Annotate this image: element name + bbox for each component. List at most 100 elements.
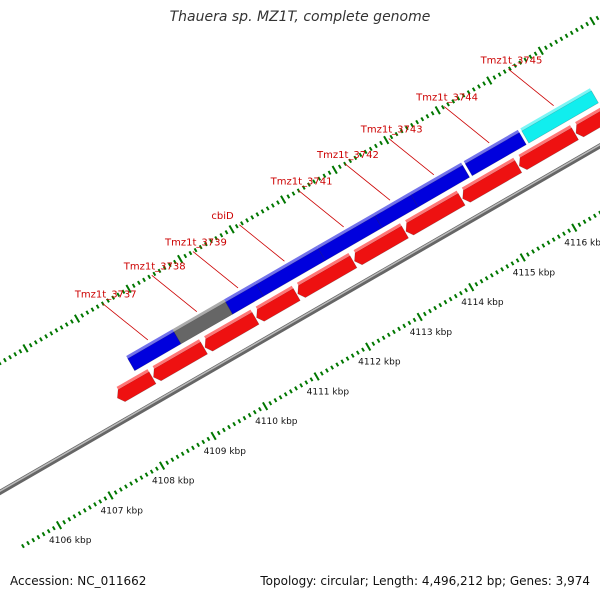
inner-tick-mark — [345, 356, 350, 361]
inner-tick-mark — [551, 237, 556, 242]
inner-tick-mark — [593, 213, 597, 219]
outer-tick-mark — [348, 158, 353, 164]
inner-tick-mark — [98, 499, 103, 504]
outer-tick-mark — [70, 319, 74, 324]
inner-tick-mark — [62, 520, 67, 525]
gene-leader-line — [388, 138, 435, 176]
outer-tick-mark — [255, 212, 260, 217]
outer-tick-mark — [430, 111, 435, 116]
outer-tick-mark — [477, 84, 481, 89]
inner-tick-mark — [484, 276, 489, 281]
outer-tick-mark — [379, 140, 383, 146]
outer-tick-mark — [64, 322, 69, 327]
outer-tick-mark — [425, 113, 430, 119]
outer-tick-mark — [549, 42, 553, 48]
inner-tick-mark — [82, 508, 87, 513]
inner-tick-mark — [144, 472, 149, 477]
inner-tick-mark — [587, 216, 592, 222]
gene-label: Tmz1t_3742 — [316, 150, 379, 161]
outer-tick-mark — [111, 295, 115, 300]
outer-tick-mark — [147, 274, 152, 280]
outer-tick-mark — [198, 244, 203, 250]
gene-leader-line — [298, 190, 344, 228]
outer-tick-mark — [250, 215, 255, 220]
inner-tick-mark — [416, 312, 423, 322]
outer-tick-mark — [85, 310, 90, 315]
inner-tick-mark — [313, 372, 320, 381]
outer-tick-mark — [59, 325, 64, 330]
inner-tick-mark — [21, 543, 25, 549]
reverse-gene — [462, 159, 523, 203]
inner-tick-mark — [546, 240, 551, 245]
forward-gene-top — [255, 245, 319, 285]
inner-tick-mark — [26, 540, 30, 546]
inner-tick-mark — [376, 338, 381, 344]
inner-tick-mark — [252, 409, 257, 415]
inner-tick-mark — [237, 418, 242, 424]
inner-tick-mark — [67, 517, 72, 522]
outer-tick-mark — [368, 146, 373, 152]
outer-tick-mark — [374, 143, 378, 149]
inner-tick-mark — [386, 332, 391, 338]
kbp-label: 4107 kbp — [101, 506, 144, 516]
inner-tick-mark — [36, 534, 41, 540]
inner-tick-mark — [278, 395, 283, 400]
inner-tick-mark — [185, 448, 190, 454]
inner-tick-mark — [361, 347, 365, 352]
outer-tick-mark — [260, 209, 265, 214]
outer-tick-mark — [33, 340, 38, 345]
inner-tick-mark — [149, 469, 154, 474]
reverse-gene — [405, 192, 466, 236]
inner-tick-mark — [433, 305, 438, 311]
outer-tick-mark — [301, 185, 306, 190]
outer-tick-mark — [152, 271, 157, 277]
kbp-label: 4114 kbp — [461, 298, 504, 308]
outer-tick-mark — [404, 125, 409, 131]
gene-leader-line — [151, 275, 198, 313]
inner-tick-mark — [201, 439, 206, 445]
genome-summary-text: Topology: circular; Length: 4,496,212 bp… — [260, 574, 590, 588]
inner-tick-mark — [196, 442, 200, 448]
inner-tick-mark — [365, 342, 372, 352]
outer-tick-mark — [441, 105, 445, 110]
outer-tick-mark — [358, 152, 363, 158]
forward-gene-top — [224, 281, 257, 302]
forward-gene-top — [409, 162, 463, 195]
inner-tick-mark — [93, 502, 97, 507]
reverse-gene-top — [152, 339, 201, 369]
outer-tick-mark — [492, 75, 497, 80]
outer-tick-mark — [466, 90, 471, 95]
kbp-label: 4111 kbp — [307, 387, 350, 397]
outer-tick-mark — [291, 191, 296, 196]
inner-tick-mark — [210, 431, 217, 441]
outer-tick-mark — [533, 51, 538, 56]
outer-tick-mark — [513, 63, 517, 68]
inner-tick-mark — [577, 222, 582, 227]
outer-tick-mark — [90, 307, 95, 312]
inner-tick-mark — [464, 287, 468, 293]
outer-tick-mark — [456, 96, 461, 101]
outer-tick-mark — [245, 218, 249, 223]
map-title: Thauera sp. MZ1T, complete genome — [169, 9, 431, 25]
forward-gene-top — [316, 213, 375, 249]
reverse-gene-top — [405, 190, 459, 223]
inner-tick-mark — [165, 460, 170, 465]
inner-tick-mark — [299, 383, 304, 388]
reverse-gene — [204, 311, 260, 352]
inner-tick-mark — [118, 487, 123, 492]
outer-tick-mark — [471, 87, 476, 92]
forward-gene-top — [463, 129, 520, 164]
outer-tick-mark — [80, 313, 85, 318]
outer-tick-mark — [18, 349, 23, 354]
inner-tick-mark — [355, 350, 360, 355]
kbp-label: 4110 kbp — [255, 417, 298, 427]
outer-tick-mark — [286, 194, 291, 199]
inner-tick-mark — [567, 228, 571, 233]
outer-tick-mark — [183, 253, 188, 259]
inner-tick-mark — [216, 430, 221, 436]
outer-tick-mark — [204, 241, 208, 247]
inner-tick-mark — [598, 210, 600, 215]
outer-tick-mark — [219, 232, 224, 238]
kbp-label: 4106 kbp — [49, 536, 92, 546]
